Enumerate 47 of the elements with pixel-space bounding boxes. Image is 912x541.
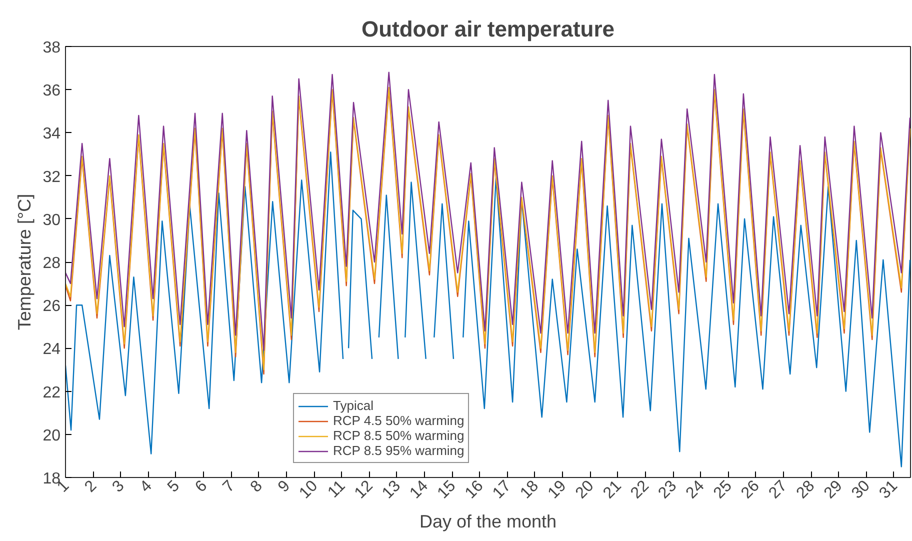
x-tick-label: 5 — [164, 477, 184, 496]
x-tick-label: 19 — [545, 477, 570, 502]
x-tick-label: 4 — [137, 477, 156, 496]
y-tick-label: 30 — [42, 212, 61, 229]
legend-label: Typical — [333, 398, 374, 413]
x-tick-label: 21 — [600, 477, 625, 502]
x-tick-label: 27 — [766, 477, 791, 502]
y-axis-title: Temperature [°C] — [14, 194, 35, 330]
y-tick-label: 28 — [42, 255, 61, 272]
x-tick-label: 9 — [275, 477, 294, 496]
x-axis-title: Day of the month — [419, 512, 557, 532]
x-tick-label: 29 — [821, 477, 846, 502]
x-tick-label: 18 — [517, 477, 542, 502]
x-tick-label: 30 — [848, 477, 874, 502]
x-tick-label: 22 — [628, 477, 653, 502]
x-tick-label: 26 — [738, 477, 763, 502]
x-tick-label: 11 — [324, 477, 349, 502]
x-tick-label: 13 — [379, 477, 404, 502]
y-tick-label: 36 — [42, 82, 61, 100]
legend-label: RCP 4.5 50% warming — [333, 413, 464, 428]
x-tick-label: 17 — [490, 477, 514, 502]
x-tick-label: 25 — [710, 477, 736, 502]
x-tick-label: 6 — [192, 477, 211, 496]
x-tick-label: 16 — [462, 477, 487, 502]
y-tick-label: 24 — [42, 341, 61, 358]
x-tick-label: 31 — [876, 477, 902, 502]
x-tick-label: 14 — [406, 477, 432, 502]
x-tick-label: 15 — [434, 477, 460, 502]
x-tick-label: 3 — [109, 477, 128, 496]
x-tick-label: 12 — [352, 477, 376, 502]
x-tick-label: 10 — [296, 477, 322, 502]
y-tick-label: 20 — [42, 427, 61, 444]
x-tick-label: 2 — [82, 477, 100, 496]
chart-title: Outdoor air temperature — [361, 16, 615, 42]
y-tick-label: 32 — [42, 168, 61, 186]
y-tick-label: 22 — [42, 384, 61, 402]
x-tick-label: 20 — [572, 477, 598, 502]
legend-label: RCP 8.5 95% warming — [333, 443, 464, 458]
x-tick-label: 8 — [248, 477, 266, 496]
y-tick-label: 26 — [42, 298, 61, 316]
y-tick-label: 34 — [42, 126, 61, 143]
x-tick-label: 7 — [220, 477, 238, 496]
x-tick-label: 24 — [683, 477, 708, 502]
legend-label: RCP 8.5 50% warming — [333, 428, 464, 443]
x-tick-label: 23 — [655, 477, 680, 502]
y-tick-label: 38 — [42, 40, 61, 56]
x-tick-label: 28 — [794, 477, 818, 502]
